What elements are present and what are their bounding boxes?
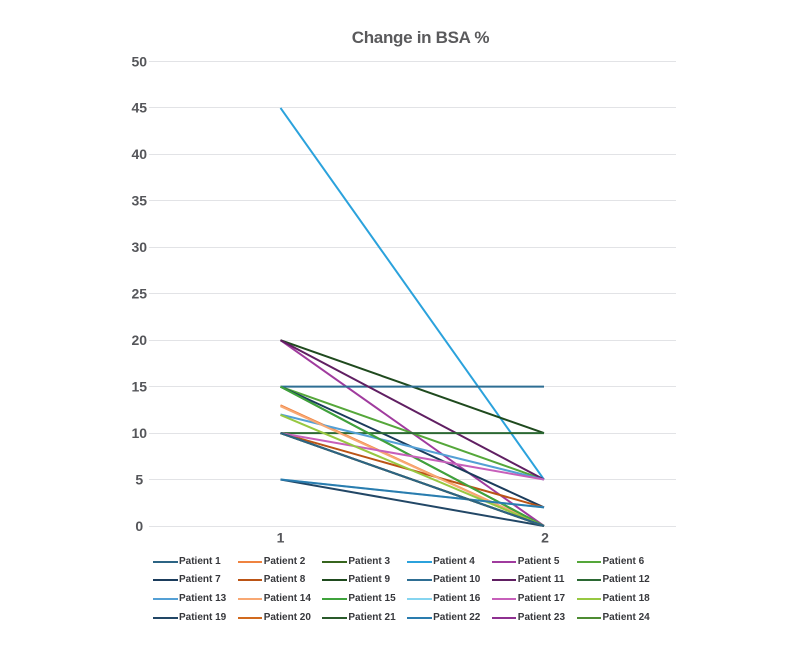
svg-text:10: 10	[132, 425, 148, 441]
svg-text:15: 15	[132, 378, 148, 394]
svg-text:35: 35	[132, 193, 148, 209]
svg-text:Change in BSA %: Change in BSA %	[352, 28, 490, 47]
svg-text:45: 45	[132, 100, 148, 116]
svg-text:50: 50	[132, 53, 148, 69]
svg-text:0: 0	[135, 518, 143, 534]
svg-text:1: 1	[277, 529, 285, 545]
svg-text:40: 40	[132, 146, 148, 162]
svg-text:20: 20	[132, 332, 148, 348]
svg-text:5: 5	[135, 471, 143, 487]
svg-text:25: 25	[132, 286, 148, 302]
svg-text:2: 2	[541, 529, 549, 545]
svg-text:30: 30	[132, 239, 148, 255]
